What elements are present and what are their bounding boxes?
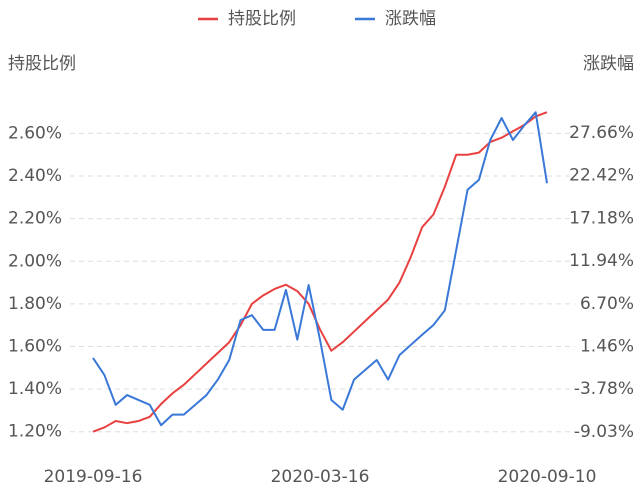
- y-tick-label: 2.40%: [8, 166, 62, 186]
- x-tick-label: 2020-03-16: [271, 467, 370, 487]
- y-axis-title: 持股比例: [8, 54, 76, 74]
- y-tick-label: 2.00%: [8, 251, 62, 271]
- y-tick-label: 1.20%: [8, 422, 62, 442]
- y-tick-label: 2.60%: [8, 123, 62, 143]
- y2-tick-label: 27.66%: [569, 123, 634, 143]
- series-line: [92, 111, 548, 427]
- x-tick-label: 2020-09-10: [498, 467, 597, 487]
- y2-tick-label: -9.03%: [574, 422, 634, 442]
- y2-axis-title: 涨跌幅: [583, 54, 634, 74]
- x-tick-label: 2019-09-16: [44, 467, 143, 487]
- y-tick-label: 1.80%: [8, 294, 62, 314]
- y2-tick-label: -3.78%: [574, 379, 634, 399]
- y-tick-label: 1.60%: [8, 336, 62, 356]
- series-line: [92, 111, 548, 433]
- y2-tick-label: 1.46%: [580, 336, 634, 356]
- y2-tick-label: 22.42%: [569, 166, 634, 186]
- legend-label: 涨跌幅: [385, 9, 436, 29]
- y-tick-label: 2.20%: [8, 209, 62, 229]
- y-tick-label: 1.40%: [8, 379, 62, 399]
- y2-tick-label: 6.70%: [580, 294, 634, 314]
- y2-tick-label: 17.18%: [569, 208, 634, 228]
- y2-tick-label: 11.94%: [569, 251, 634, 271]
- legend-label: 持股比例: [228, 9, 296, 29]
